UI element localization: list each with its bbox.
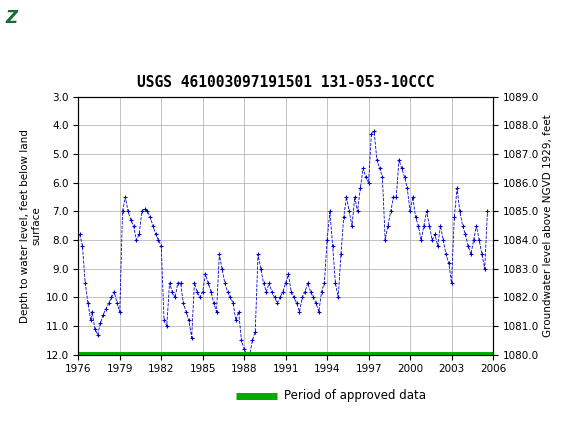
Text: USGS: USGS [55, 9, 106, 27]
Title: USGS 461003097191501 131-053-10CCC: USGS 461003097191501 131-053-10CCC [137, 75, 434, 90]
Text: Z: Z [5, 9, 17, 27]
Text: Period of approved data: Period of approved data [284, 389, 426, 402]
FancyBboxPatch shape [5, 3, 46, 32]
Y-axis label: Groundwater level above NGVD 1929, feet: Groundwater level above NGVD 1929, feet [543, 114, 553, 337]
Y-axis label: Depth to water level, feet below land
surface: Depth to water level, feet below land su… [20, 129, 41, 322]
